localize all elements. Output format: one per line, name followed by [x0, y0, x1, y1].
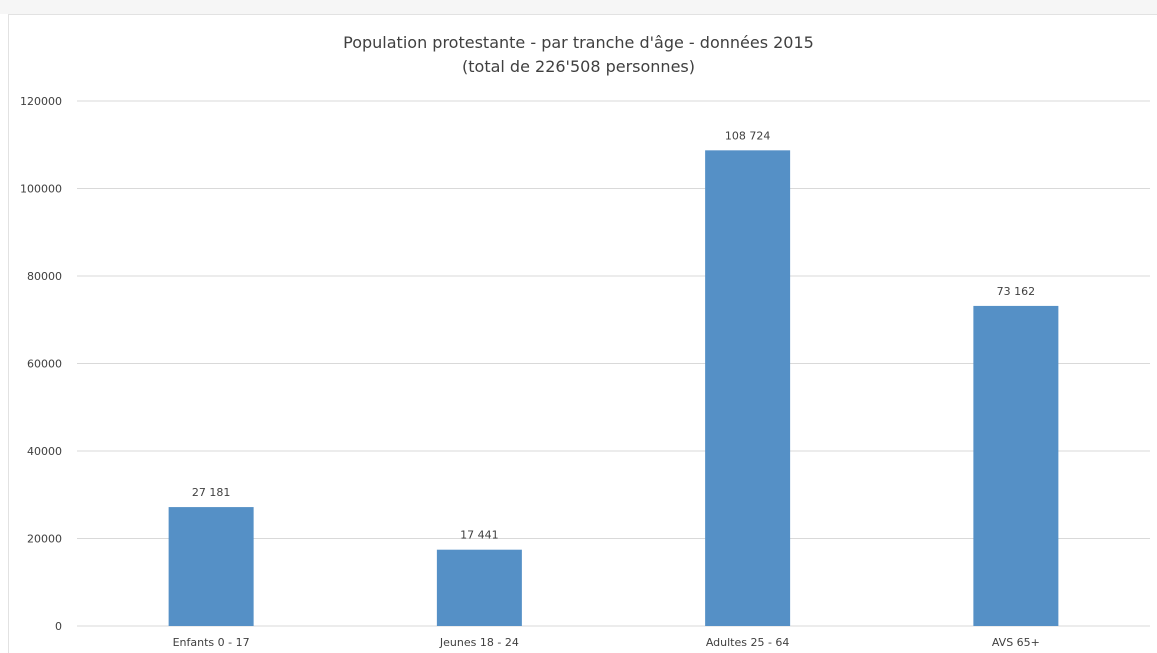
data-label: 27 181: [192, 486, 231, 499]
y-tick-label: 40000: [27, 445, 62, 458]
y-tick-label: 60000: [27, 358, 62, 371]
x-tick-label: AVS 65+: [992, 636, 1040, 649]
y-tick-label: 120000: [20, 95, 62, 108]
bar: [436, 549, 522, 626]
x-tick-label: Jeunes 18 - 24: [439, 636, 519, 649]
x-tick-label: Enfants 0 - 17: [173, 636, 250, 649]
y-tick-label: 80000: [27, 270, 62, 283]
y-tick-label: 0: [55, 620, 62, 633]
chart-title-block: Population protestante - par tranche d'â…: [0, 31, 1157, 79]
x-tick-label: Adultes 25 - 64: [706, 636, 790, 649]
chart-subtitle: (total de 226'508 personnes): [462, 57, 695, 76]
data-label: 73 162: [997, 285, 1036, 298]
background-shade: [0, 0, 1157, 14]
data-label: 108 724: [725, 129, 771, 142]
y-tick-label: 100000: [20, 183, 62, 196]
bar: [168, 507, 254, 626]
bar: [973, 305, 1059, 626]
bar: [705, 150, 791, 626]
chart-title: Population protestante - par tranche d'â…: [343, 33, 814, 52]
y-tick-label: 20000: [27, 533, 62, 546]
data-label: 17 441: [460, 529, 499, 542]
